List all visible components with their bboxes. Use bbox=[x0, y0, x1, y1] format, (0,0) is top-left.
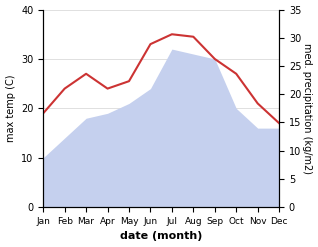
Y-axis label: max temp (C): max temp (C) bbox=[5, 75, 16, 142]
X-axis label: date (month): date (month) bbox=[120, 231, 202, 242]
Y-axis label: med. precipitation (kg/m2): med. precipitation (kg/m2) bbox=[302, 43, 313, 174]
